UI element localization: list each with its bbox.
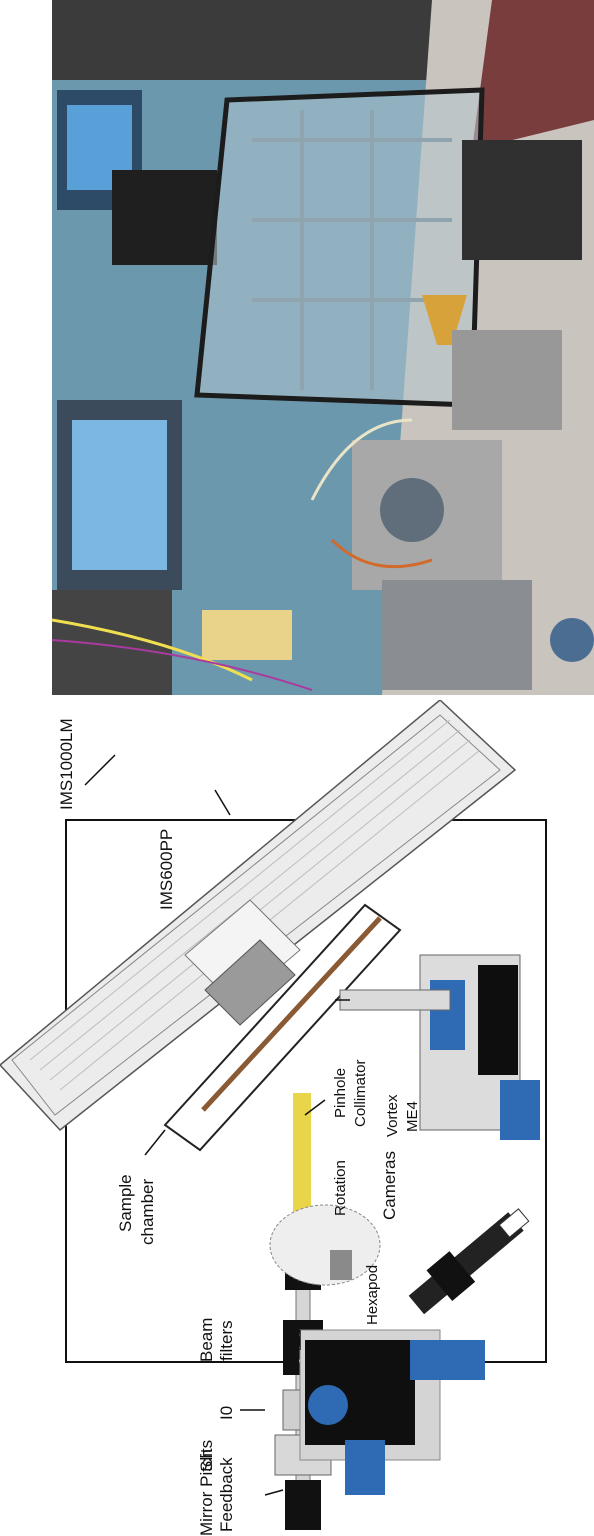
motor [550, 618, 594, 662]
label-vortex-2: ME4 [404, 1101, 421, 1132]
chamber-frame-struts [252, 110, 452, 390]
label-cameras: Cameras [380, 1151, 399, 1220]
beam-optics [274, 1093, 332, 1530]
label-beam-2: filters [217, 1320, 236, 1361]
label-slits: Slits [197, 1440, 216, 1472]
label-ims1000lm: IMS1000LM [57, 718, 76, 810]
label-group: IMS1000LM IMS600PP Sample chamber Pinhol… [57, 718, 421, 1536]
vortex-blue-motor-2 [500, 1080, 540, 1140]
label-sample-1: Sample [116, 1174, 135, 1232]
beamline-schematic: IMS1000LM IMS600PP Sample chamber Pinhol… [0, 700, 547, 1536]
mirror-pitch-feedback [285, 1480, 321, 1530]
ims600pp-stage [204, 939, 296, 1026]
yellow-cable [52, 618, 253, 682]
red-rail [472, 0, 594, 150]
label-i0: I0 [217, 1406, 236, 1420]
rotation-block [330, 1250, 352, 1280]
label-collimator: Collimator [352, 1059, 369, 1127]
label-sample-2: chamber [138, 1179, 157, 1245]
sample-rod [201, 916, 382, 1112]
warning-sign [202, 610, 292, 660]
label-pinhole: Pinhole [332, 1068, 349, 1118]
label-ims600pp: IMS600PP [157, 829, 176, 910]
x-ray-beam [293, 1093, 311, 1233]
label-mirror-1: Mirror Pitch [197, 1449, 216, 1536]
label-beam-1: Beam [197, 1318, 216, 1362]
power-supply [462, 140, 582, 260]
blue-motor-disc [308, 1385, 348, 1425]
lower-mechanics [382, 580, 532, 690]
camera-block [112, 170, 217, 265]
label-mirror-2: Feedback [217, 1457, 236, 1532]
hexapod-disc [380, 478, 444, 542]
orange-cable [330, 538, 433, 569]
label-vortex-1: Vortex [384, 1094, 401, 1137]
camera-assembly [408, 1208, 530, 1315]
vortex-black-block [478, 965, 518, 1075]
monitor-lower-screen [72, 420, 167, 570]
lab-setup-photo [52, 0, 594, 695]
stage-block [452, 330, 562, 430]
hexapod-outline [269, 1204, 381, 1286]
label-rotation: Rotation [332, 1160, 349, 1216]
acrylic-chamber [194, 87, 485, 408]
blue-motor-right [410, 1340, 485, 1380]
cable [310, 418, 413, 501]
callout-lines [84, 754, 350, 1496]
purple-cable [52, 639, 313, 691]
label-hexapod: Hexapod [364, 1265, 381, 1325]
blue-motor-bottom [345, 1440, 385, 1495]
collimator-tube [339, 989, 451, 1011]
